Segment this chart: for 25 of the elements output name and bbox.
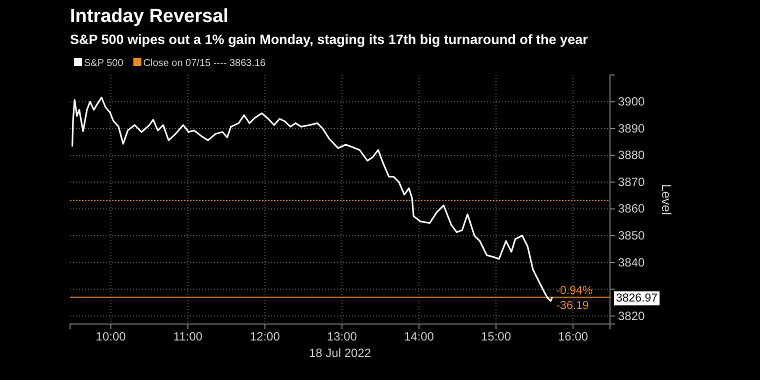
y-tick-label: 3850 [618,228,646,242]
x-axis-title: 18 Jul 2022 [308,346,372,360]
y-tick-label: 3860 [618,202,646,216]
legend-label: Close on 07/15 ---- 3863.16 [143,58,266,69]
x-tick-label: 10:00 [96,330,126,344]
y-tick-label: 3890 [618,121,646,136]
annotation: -0.94% [556,285,593,298]
annotation: -36.19 [556,300,589,312]
y-tick-label: 3840 [618,255,646,270]
chart-title: Intraday Reversal [70,6,228,27]
y-tick-label: 3820 [618,308,646,323]
text: 3826.97 [616,292,658,304]
x-tick-label: 13:00 [326,330,358,344]
x-tick-label: 16:00 [558,330,588,344]
y-tick-label: 3870 [618,174,646,189]
chart-subtitle: S&P 500 wipes out a 1% gain Monday, staging its 17th big turnaround of the year [70,32,589,47]
x-tick-label: 11:00 [173,330,203,344]
y-tick-label: 3880 [618,148,646,162]
legend-label: S&P 500 [84,58,124,69]
y-tick-label: 3900 [618,94,646,109]
x-tick-label: 15:00 [480,330,512,344]
y-axis-title: Level [659,184,674,216]
line-series [72,96,554,302]
x-tick-label: 12:00 [250,330,280,344]
x-tick-label: 14:00 [404,330,434,344]
